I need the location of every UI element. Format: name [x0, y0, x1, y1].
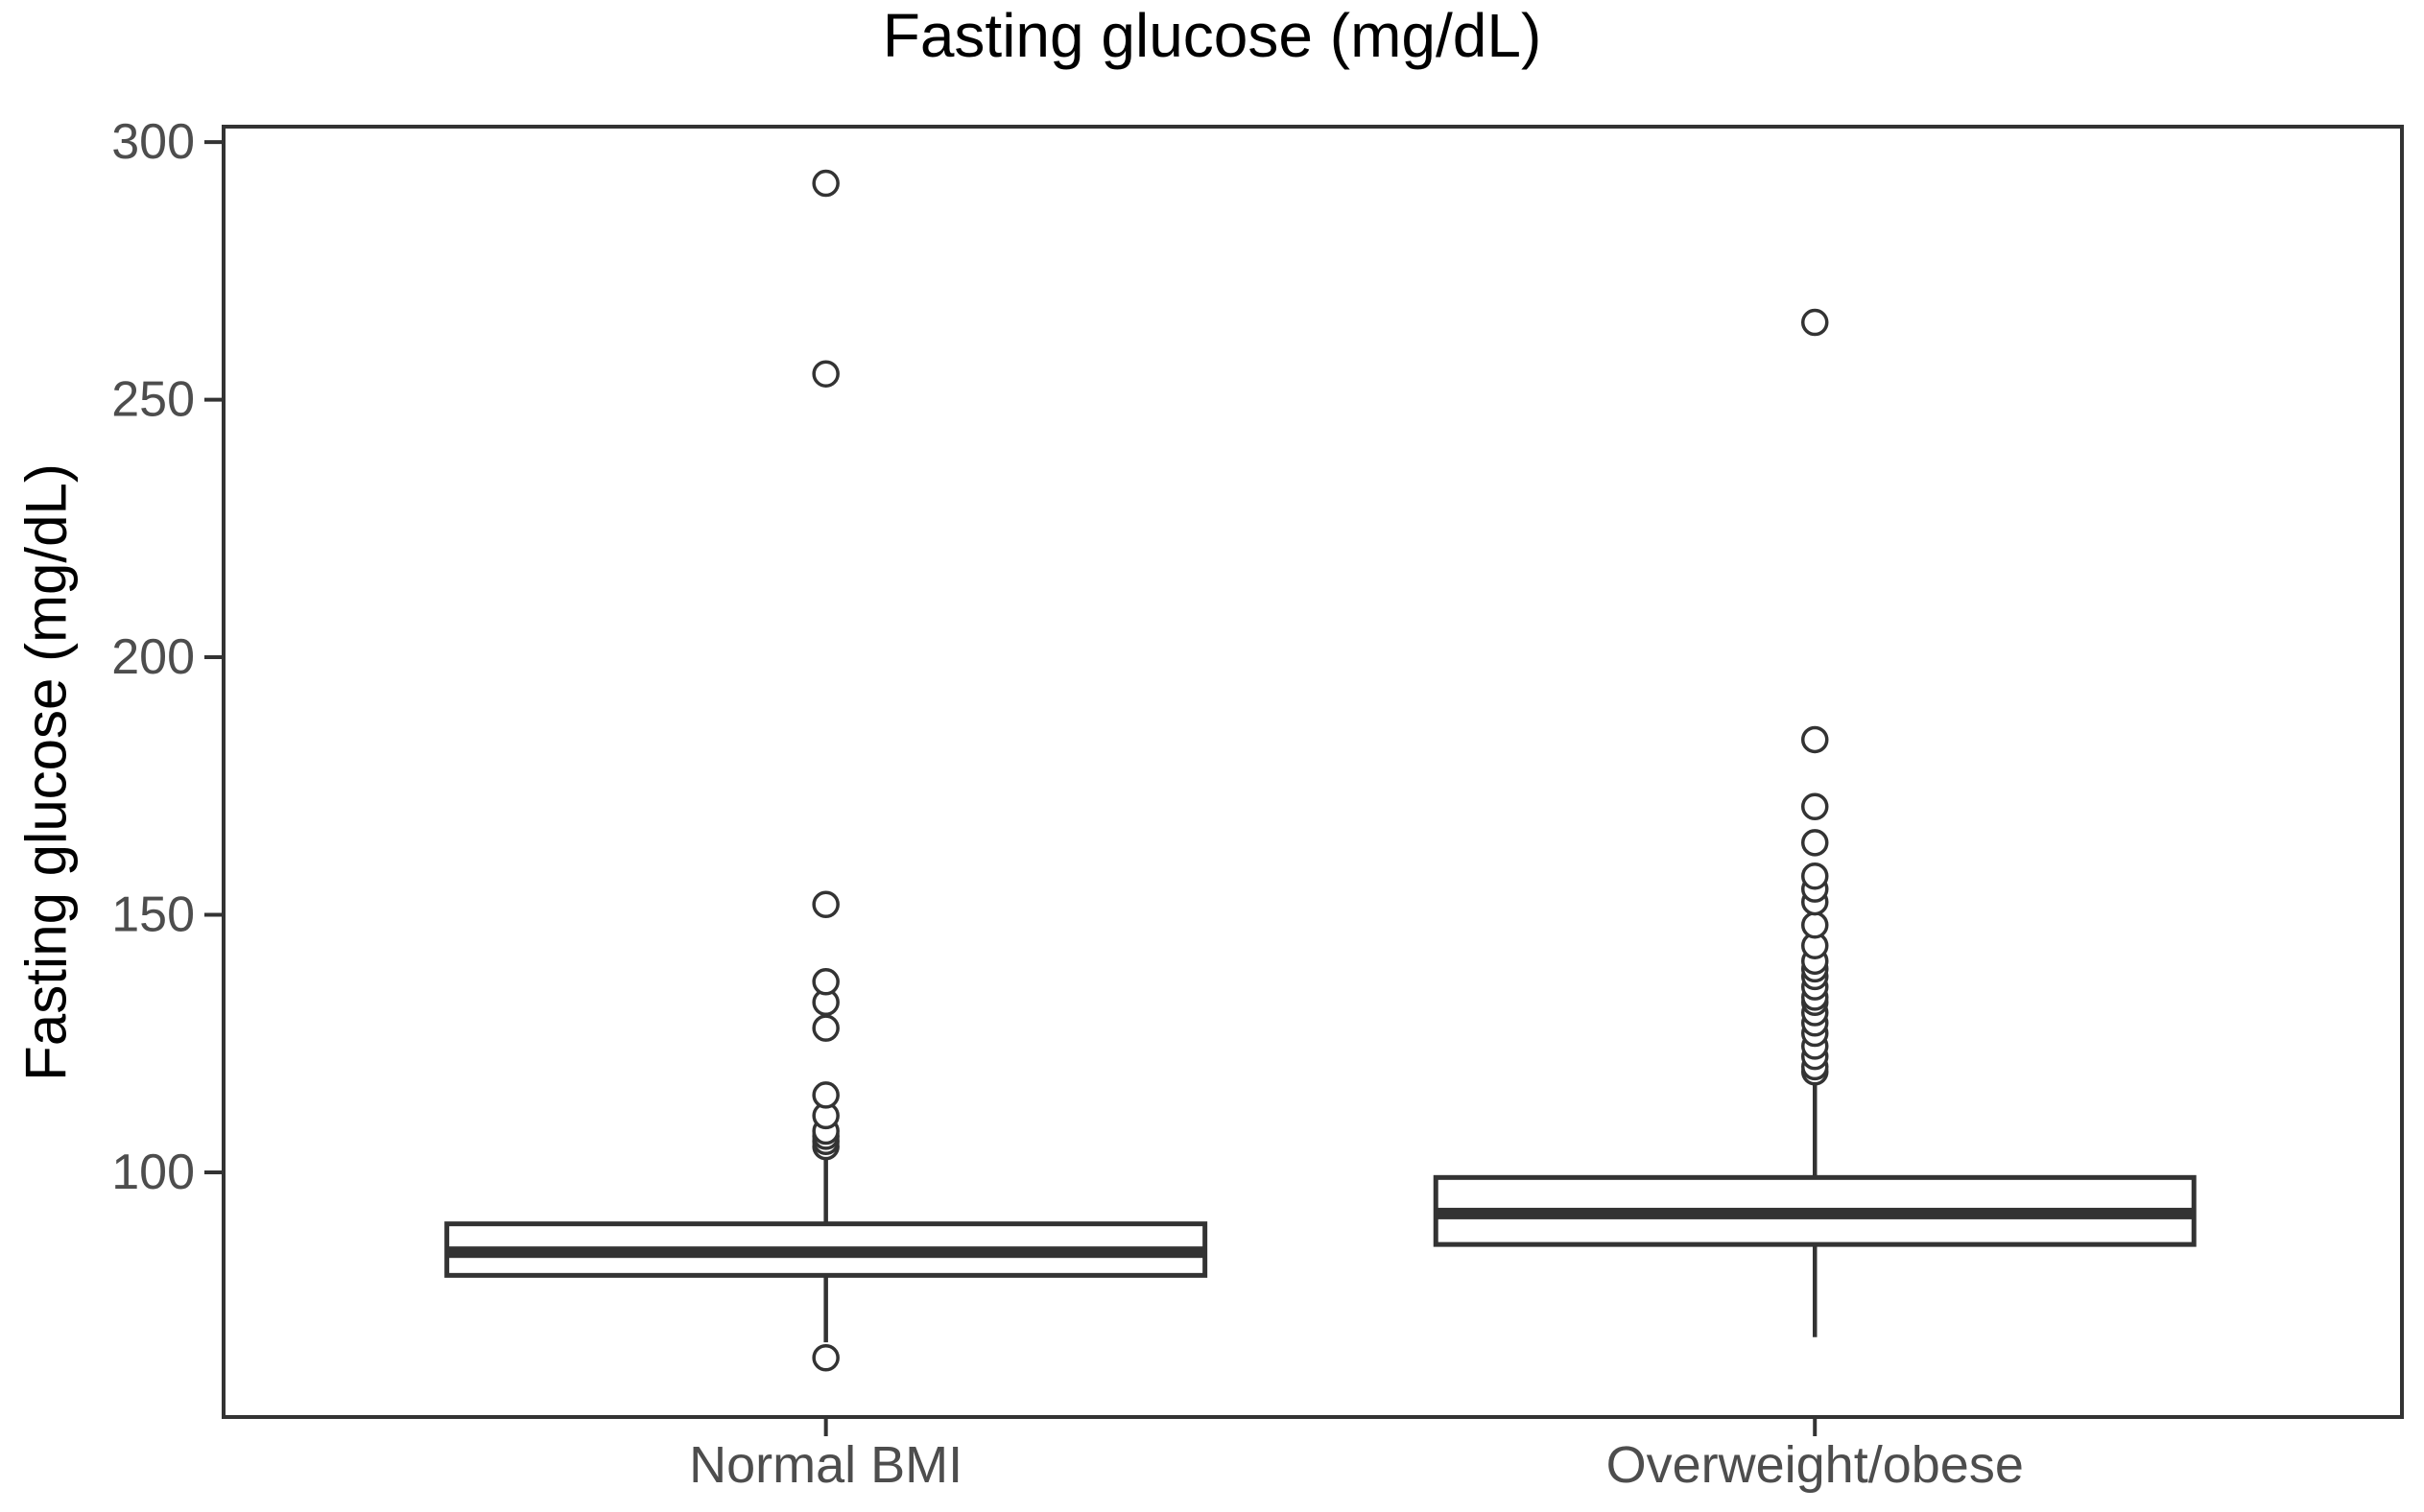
- outlier-point-normal-bmi: [812, 968, 840, 996]
- plot-panel-border: [222, 125, 2404, 1419]
- outlier-point-normal-bmi: [812, 169, 840, 198]
- outlier-point-overweight-obese: [1800, 910, 1829, 939]
- outlier-point-normal-bmi: [812, 1344, 840, 1372]
- x-tick-label: Overweight/obese: [1606, 1436, 2024, 1494]
- median-line-normal-bmi: [446, 1246, 1205, 1259]
- outlier-point-overweight-obese: [1800, 862, 1829, 890]
- y-tick-label: 250: [111, 372, 195, 428]
- median-line-overweight-obese: [1436, 1207, 2195, 1219]
- plot-title: Fasting glucose (mg/dL): [882, 1, 1542, 70]
- outlier-point-overweight-obese: [1800, 829, 1829, 857]
- outlier-point-normal-bmi: [812, 1014, 840, 1042]
- y-tick-label: 200: [111, 629, 195, 685]
- y-tick-label: 150: [111, 886, 195, 942]
- outlier-point-overweight-obese: [1800, 792, 1829, 820]
- outlier-point-normal-bmi: [812, 360, 840, 388]
- outlier-point-overweight-obese: [1800, 308, 1829, 337]
- y-tick-label: 100: [111, 1145, 195, 1200]
- y-tick-label: 300: [111, 114, 195, 170]
- x-tick-label: Normal BMI: [689, 1436, 962, 1494]
- outlier-point-normal-bmi: [812, 1081, 840, 1109]
- outlier-point-overweight-obese: [1800, 725, 1829, 754]
- outlier-point-normal-bmi: [812, 890, 840, 919]
